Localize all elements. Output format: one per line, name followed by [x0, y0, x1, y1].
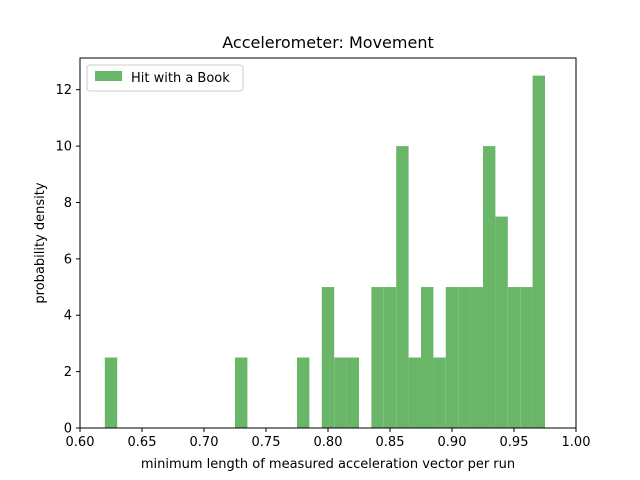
x-tick-label: 0.70: [190, 435, 219, 450]
histogram-bar: [235, 357, 248, 428]
y-tick-label: 8: [64, 196, 72, 211]
histogram-bar: [408, 357, 421, 428]
y-axis: 0 2 4 6 8 10 12: [55, 83, 80, 437]
histogram-bar: [532, 75, 545, 429]
x-axis-label: minimum length of measured acceleration …: [141, 457, 515, 472]
histogram-bar: [346, 357, 359, 428]
histogram-bar: [334, 357, 347, 428]
histogram-bar: [445, 287, 459, 428]
histogram-bar: [383, 287, 397, 428]
legend: Hit with a Book: [86, 64, 244, 92]
x-tick-label: 0.90: [438, 435, 467, 450]
x-axis: 0.60 0.65 0.70 0.75 0.80 0.85 0.90 0.95 1.00: [66, 428, 591, 450]
histogram-bar: [458, 287, 471, 428]
histogram-bar: [483, 146, 496, 428]
histogram-bar: [520, 287, 533, 428]
histogram-bar: [470, 287, 483, 428]
y-tick-label: 4: [64, 309, 72, 324]
y-tick-label: 12: [55, 83, 72, 98]
x-tick-label: 0.80: [314, 435, 343, 450]
bars-group: [104, 75, 545, 429]
chart-title: Accelerometer: Movement: [222, 33, 433, 52]
histogram-bar: [421, 287, 434, 428]
x-tick-label: 0.85: [376, 435, 405, 450]
y-tick-label: 0: [64, 422, 72, 437]
histogram-bar: [321, 287, 335, 428]
x-tick-label: 0.65: [128, 435, 157, 450]
histogram-bar: [371, 287, 384, 428]
legend-label: Hit with a Book: [131, 71, 230, 86]
histogram-bar: [507, 287, 521, 428]
histogram-bar: [396, 146, 409, 428]
y-tick-label: 2: [64, 365, 72, 380]
legend-frame: [86, 64, 244, 92]
histogram-bar: [104, 357, 118, 428]
x-tick-label: 0.60: [66, 435, 95, 450]
histogram-bar: [433, 357, 446, 428]
legend-swatch: [95, 71, 122, 81]
y-tick-label: 6: [64, 252, 72, 267]
x-tick-label: 1.00: [562, 435, 591, 450]
x-tick-label: 0.75: [252, 435, 281, 450]
x-tick-label: 0.95: [500, 435, 529, 450]
y-tick-label: 10: [55, 140, 72, 155]
histogram-bar: [495, 216, 508, 428]
y-axis-label: probability density: [33, 182, 48, 303]
histogram-bar: [297, 357, 310, 428]
